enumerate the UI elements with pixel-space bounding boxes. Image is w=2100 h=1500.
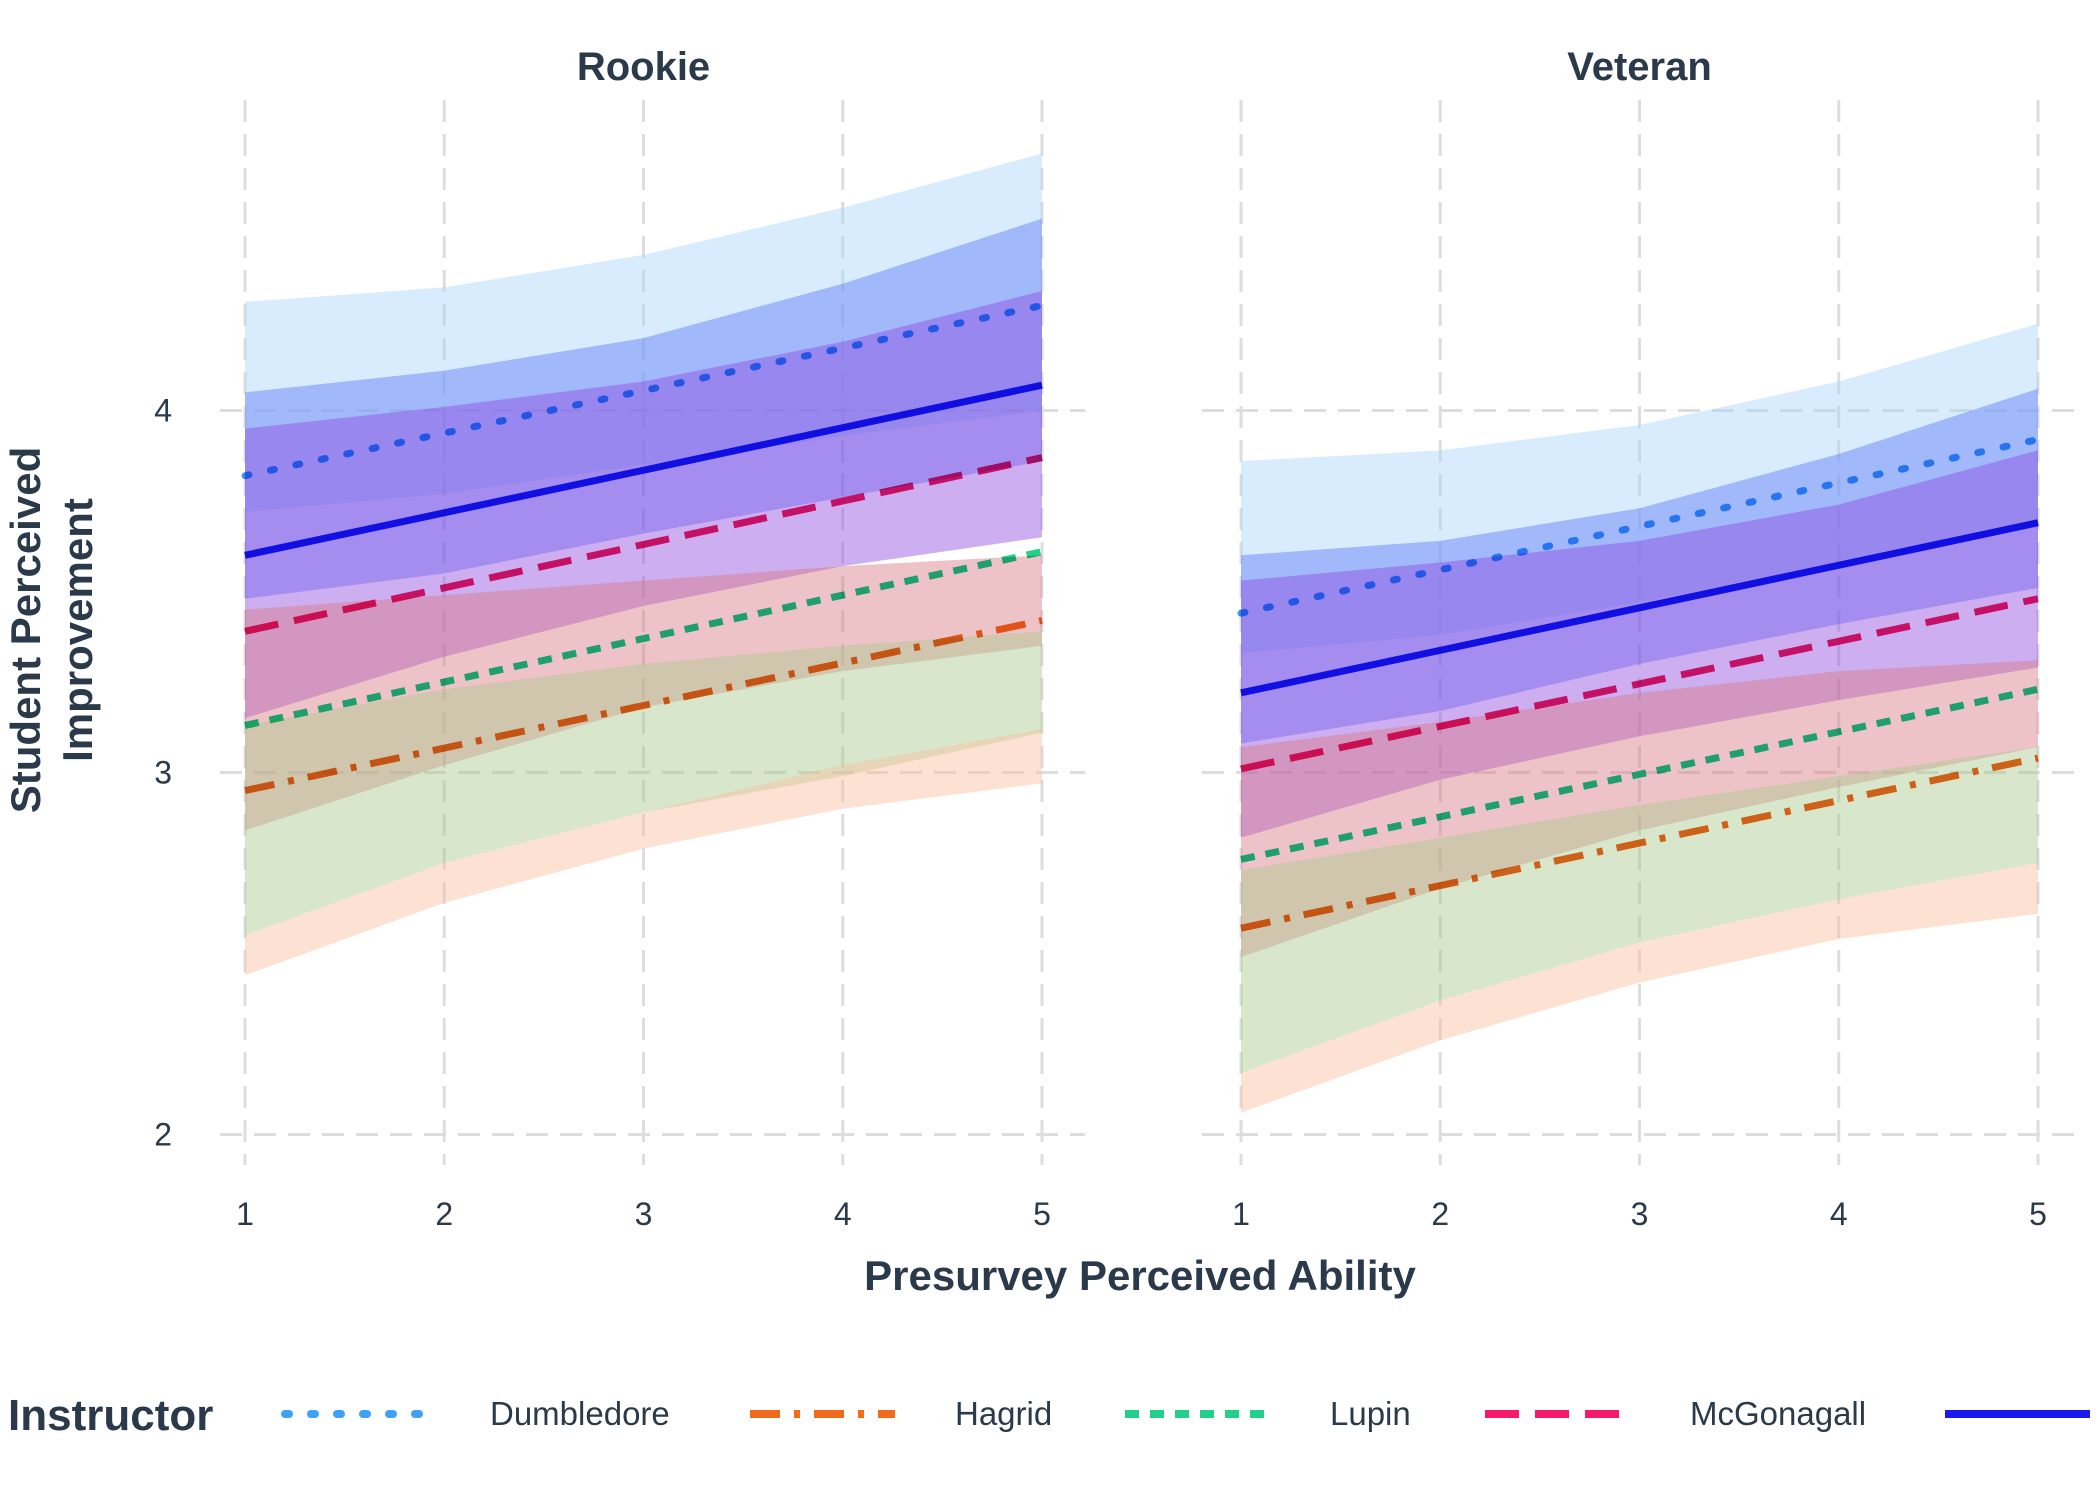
y-axis-title-line-2: Improvement (54, 498, 101, 762)
legend-label: Dumbledore (490, 1395, 670, 1432)
confidence-band (245, 729, 1042, 976)
y-tick-label: 2 (154, 1117, 172, 1153)
y-tick-label: 4 (154, 393, 172, 429)
x-tick-label: 4 (834, 1196, 852, 1232)
panel-title: Rookie (577, 45, 710, 89)
confidence-band (1241, 450, 2038, 838)
confidence-band (1241, 388, 2038, 744)
confidence-band (245, 555, 1042, 831)
series-line-mcgonagall (244, 454, 1043, 635)
x-tick-label: 5 (2029, 1196, 2047, 1232)
confidence-band (245, 218, 1042, 599)
series-line-mcgonagall (1240, 595, 2039, 773)
series-line-unlabeled (244, 381, 1043, 559)
x-tick-label: 3 (1631, 1196, 1649, 1232)
series-line-lupin (244, 548, 1043, 729)
x-axis-title: Presurvey Perceived Ability (864, 1252, 1416, 1299)
x-tick-label: 1 (1232, 1196, 1250, 1232)
series-line-dumbledore (241, 302, 1046, 480)
series-line-unlabeled (1240, 519, 2039, 697)
panel-veteran: Veteran 1 2 3 4 5 (1202, 45, 2080, 1232)
series-line-lupin (1240, 685, 2039, 863)
series-line-hagrid (1240, 754, 2039, 932)
legend-title: Instructor (8, 1391, 213, 1440)
x-tick-label: 5 (1033, 1196, 1051, 1232)
x-tick-label: 2 (435, 1196, 453, 1232)
chart-panels: Rookie 1 2 3 4 5 2 3 4 Veteran 1 2 3 4 5 (154, 45, 2080, 1232)
y-tick-label: 3 (154, 755, 172, 791)
legend-label: Lupin (1330, 1395, 1411, 1432)
panel-title: Veteran (1567, 45, 1712, 89)
legend-label: Hagrid (955, 1395, 1052, 1432)
confidence-band (1241, 863, 2038, 1113)
confidence-band (1241, 747, 2038, 1073)
x-tick-label: 1 (236, 1196, 254, 1232)
series-line-dumbledore (1237, 435, 2042, 617)
confidence-band (245, 291, 1042, 719)
confidence-band (245, 153, 1042, 512)
x-tick-label: 3 (635, 1196, 653, 1232)
legend-label: McGonagall (1690, 1395, 1866, 1432)
x-tick-label: 4 (1830, 1196, 1848, 1232)
confidence-band (245, 631, 1042, 936)
confidence-band (1241, 323, 2038, 654)
series-line-hagrid (244, 617, 1043, 795)
x-tick-label: 2 (1431, 1196, 1449, 1232)
panel-rookie: Rookie 1 2 3 4 5 2 3 4 (154, 45, 1085, 1232)
legend: Instructor Dumbledore Hagrid Lupin McGonaga… (8, 1391, 2090, 1440)
y-axis-title-line-1: Student Perceived (2, 447, 49, 813)
